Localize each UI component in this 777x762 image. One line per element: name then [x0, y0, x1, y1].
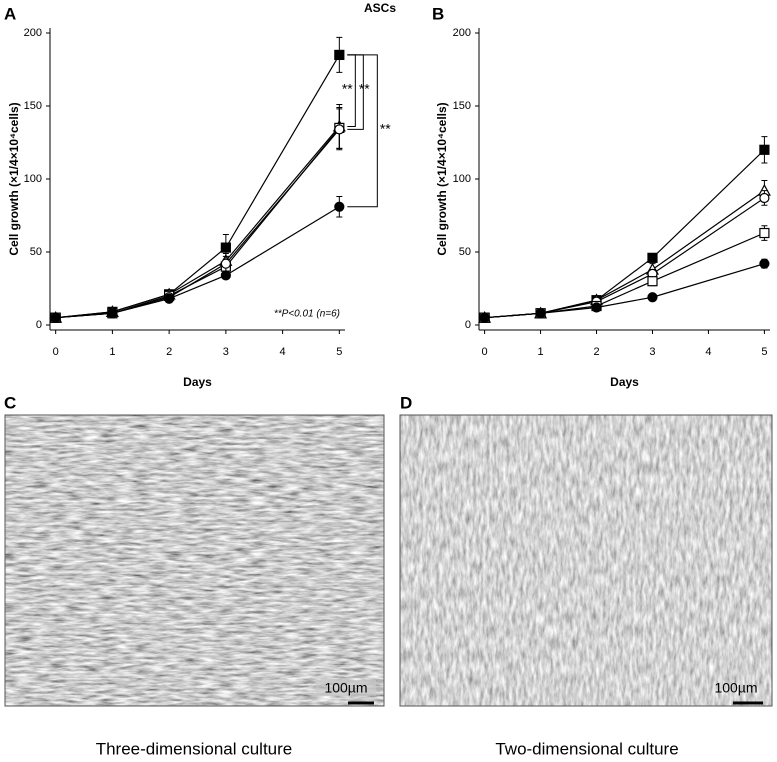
x-tick-label: 3: [649, 346, 655, 358]
x-tick-label: 1: [537, 346, 543, 358]
chart: 0 50 100 150 200 0 1 2 3 4 5 B Days Cell growth (×1/4…: [432, 4, 771, 389]
y-tick-label: 0: [36, 319, 42, 331]
series-line: [55, 128, 340, 319]
x-axis-label: Days: [610, 375, 639, 389]
significance-bracket: [347, 54, 378, 208]
y-tick-label: 0: [465, 319, 471, 331]
series-line: [484, 197, 765, 319]
panel-label: A: [4, 4, 16, 23]
x-tick-label: 0: [482, 346, 488, 358]
x-tick-label: 5: [761, 346, 767, 358]
series-line: [55, 54, 340, 319]
marker: [220, 242, 231, 253]
marker: [334, 201, 345, 212]
marker: [220, 270, 231, 281]
panel-label: B: [432, 4, 444, 23]
series-line: [484, 190, 765, 319]
series-line: [484, 232, 765, 319]
x-tick-label: 1: [109, 346, 115, 358]
y-tick-label: 200: [24, 27, 42, 39]
y-tick-label: 150: [453, 100, 471, 112]
marker: [50, 312, 61, 323]
panel-label: D: [400, 393, 412, 412]
series-line: [484, 263, 765, 319]
x-tick-label: 4: [705, 346, 711, 358]
series-line: [55, 206, 340, 319]
marker: [647, 252, 658, 263]
marker: [334, 124, 345, 135]
y-tick-label: 50: [30, 246, 42, 258]
scale-bg: [316, 680, 376, 696]
x-axis-label: Days: [183, 375, 212, 389]
y-tick-label: 100: [24, 173, 42, 185]
significance-label: **: [359, 81, 370, 97]
x-tick-label: 4: [280, 346, 286, 358]
marker: [479, 312, 490, 323]
scale-label: 100µm: [714, 680, 757, 696]
image-border: [4, 414, 385, 707]
marker: [164, 293, 175, 304]
chart: 0 50 100 150 200 0 1 2 3 4 5 A ASCs Days Cell growth (…: [4, 1, 396, 389]
y-tick-label: 50: [459, 246, 471, 258]
caption: Three-dimensional culture: [96, 739, 293, 758]
panel-c: C 100µm Three-dimensional culture: [4, 393, 385, 758]
panel-label: C: [4, 393, 16, 412]
series-line: [55, 126, 340, 319]
x-tick-label: 5: [336, 346, 342, 358]
micrograph: [400, 415, 772, 706]
marker: [107, 308, 118, 319]
marker: [535, 308, 546, 319]
marker: [591, 302, 602, 313]
panel-d: D 100µm Two-dimensional culture: [399, 393, 773, 758]
series-line: [484, 149, 765, 319]
micrograph: [5, 415, 384, 706]
marker: [759, 258, 770, 269]
caption: Two-dimensional culture: [495, 739, 678, 758]
series-line: [55, 127, 340, 319]
y-axis-label: Cell growth (×1/4×10⁴cells): [7, 102, 21, 255]
image-border: [399, 414, 773, 707]
marker: [647, 276, 658, 287]
y-tick-label: 100: [453, 173, 471, 185]
x-tick-label: 3: [223, 346, 229, 358]
marker: [759, 227, 770, 239]
marker: [759, 192, 770, 204]
significance-label: **: [342, 81, 353, 97]
x-tick-label: 0: [53, 346, 59, 358]
marker: [220, 258, 231, 269]
y-tick-label: 150: [24, 100, 42, 112]
marker: [647, 292, 658, 303]
chart-title: ASCs: [364, 1, 396, 15]
y-tick-label: 200: [453, 27, 471, 39]
marker: [334, 49, 345, 61]
x-tick-label: 2: [593, 346, 599, 358]
y-axis-label: Cell growth (×1/4×10⁴cells): [435, 102, 449, 255]
scale-label: 100µm: [324, 680, 367, 696]
note: **P<0.01 (n=6): [274, 309, 340, 320]
marker: [759, 144, 770, 155]
significance-label: **: [380, 121, 391, 137]
x-tick-label: 2: [166, 346, 172, 358]
